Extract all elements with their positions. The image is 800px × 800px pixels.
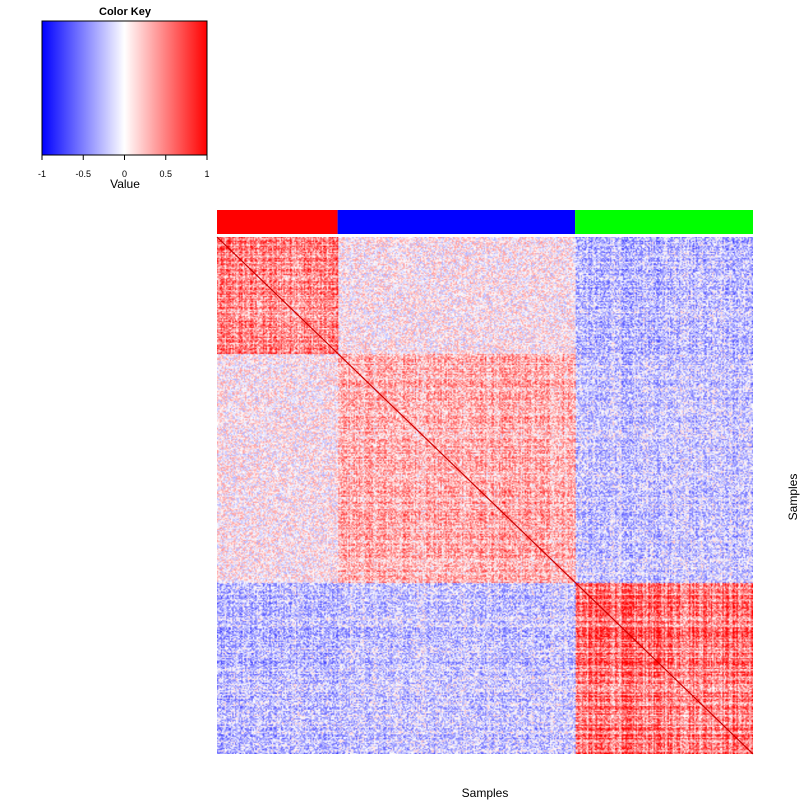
y-axis-label: Samples: [786, 474, 800, 521]
color-key-gradient: [41, 20, 208, 156]
group-bar-segment: [217, 210, 338, 234]
heatmap-diagonal: [216, 236, 754, 755]
group-bar-segment: [337, 210, 576, 234]
color-key-tick-label: -0.5: [75, 169, 91, 179]
color-key-tick-label: 0: [122, 169, 127, 179]
color-key-ticks: -1 -0.5 0 0.5 1: [38, 155, 210, 179]
color-key-label: Value: [110, 177, 140, 191]
color-key-tick-label: 0.5: [159, 169, 172, 179]
color-key: Color Key -1 -0.5 0 0.5 1 Value: [38, 6, 210, 191]
color-key-tick-label: -1: [38, 169, 46, 179]
heatmap-matrix: [216, 236, 754, 755]
color-key-tick-label: 1: [204, 169, 209, 179]
group-bar-segment: [575, 210, 753, 234]
group-color-bar: [217, 210, 753, 234]
x-axis-label: Samples: [462, 786, 509, 800]
color-key-title: Color Key: [99, 6, 152, 18]
